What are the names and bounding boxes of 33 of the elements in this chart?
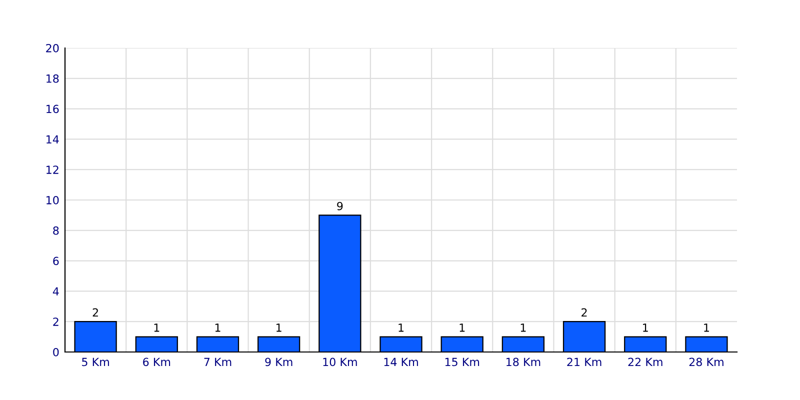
y-tick-label: 4 bbox=[52, 287, 59, 296]
data-label: 2 bbox=[582, 308, 587, 317]
data-label: 1 bbox=[154, 324, 160, 332]
data-label: 9 bbox=[337, 202, 343, 210]
y-tick-label: 2 bbox=[53, 318, 58, 326]
x-tick-label: 9 Km bbox=[265, 358, 292, 366]
x-tick-label: 7 Km bbox=[204, 358, 232, 366]
y-tick-label: 14 bbox=[46, 135, 59, 144]
x-tick-label: 28 Km bbox=[689, 358, 724, 366]
data-label: 1 bbox=[276, 324, 282, 332]
x-tick-label: 6 Km bbox=[143, 358, 170, 366]
data-label: 1 bbox=[215, 324, 220, 332]
y-tick-label: 12 bbox=[46, 166, 58, 174]
x-tick-label: 5 Km bbox=[82, 358, 109, 366]
x-tick-label: 18 Km bbox=[506, 358, 540, 366]
y-tick-label: 6 bbox=[53, 256, 59, 266]
y-tick-label: 20 bbox=[46, 44, 59, 52]
data-label: 1 bbox=[704, 324, 709, 332]
data-label: 1 bbox=[460, 324, 465, 332]
data-label: 2 bbox=[92, 308, 98, 317]
data-label: 1 bbox=[398, 324, 404, 332]
x-tick-label: 22 Km bbox=[628, 358, 662, 366]
y-tick-label: 0 bbox=[53, 348, 59, 356]
y-tick-label: 10 bbox=[46, 196, 59, 204]
y-tick-label: 8 bbox=[53, 226, 59, 235]
x-tick-label: 10 Km bbox=[323, 358, 357, 366]
x-tick-label: 15 Km bbox=[445, 358, 480, 366]
x-tick-label: 14 Km bbox=[384, 358, 418, 366]
y-tick-label: 16 bbox=[46, 104, 59, 114]
data-label: 1 bbox=[520, 324, 526, 332]
data-label: 1 bbox=[643, 324, 648, 332]
x-tick-label: 21 Km bbox=[567, 358, 602, 366]
y-tick-label: 18 bbox=[46, 74, 59, 83]
